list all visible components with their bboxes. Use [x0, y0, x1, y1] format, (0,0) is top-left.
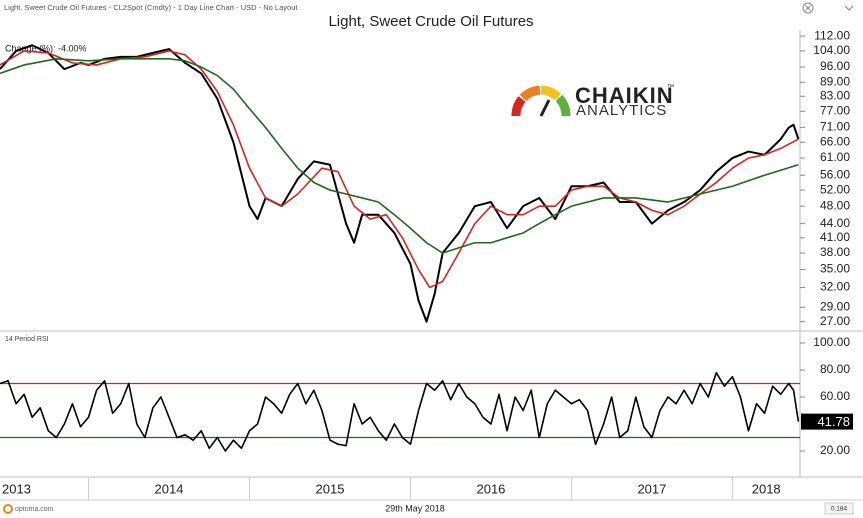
series-line	[0, 44, 800, 323]
y-tick-label: 77.00	[820, 103, 850, 117]
y-tick-label: 112.00	[814, 28, 850, 42]
y-tick-label: 61.00	[820, 150, 850, 164]
y-tick-label: 52.00	[820, 182, 850, 196]
panel-1: 100.00 80.00 60.00 20.00 41.78 2013 2014 2015 20…	[0, 335, 853, 500]
x-tick-label: 2016	[476, 481, 505, 496]
zoom-level: 0.184	[831, 506, 848, 513]
y-tick-label: 27.00	[820, 314, 850, 328]
logo-trademark: ™	[667, 84, 674, 91]
x-tick-label: 2013	[2, 481, 31, 496]
x-tick-label: 2018	[752, 481, 781, 496]
y-tick-label: 89.00	[820, 74, 850, 88]
current-value-box	[801, 413, 853, 430]
optuma-brand: optuma.com	[15, 506, 54, 513]
window-header: Light, Sweet Crude Oil Futures - CL2Spot…	[4, 3, 298, 12]
x-tick-label: 2017	[637, 481, 666, 496]
gauge-needle	[539, 99, 551, 117]
y-tick-label: 80.00	[820, 362, 850, 376]
y-tick-label: 29.00	[820, 299, 850, 313]
x-tick-label: 2014	[155, 481, 184, 496]
y-tick-label: 32.00	[820, 280, 850, 294]
gauge-yellow	[540, 85, 562, 101]
chaikin-logo: CHAIKIN ™ ANALYTICS	[511, 83, 674, 119]
y-tick-label: 48.00	[820, 198, 850, 212]
optuma-logo: optuma.com	[3, 504, 54, 514]
rsi-title: 14 Period RSI	[5, 336, 49, 343]
y-tick-label: 96.00	[820, 59, 850, 73]
y-tick-label: 38.00	[820, 245, 850, 259]
series-line	[0, 50, 799, 289]
y-tick-label: 35.00	[820, 262, 850, 276]
chart-title: Light, Sweet Crude Oil Futures	[328, 13, 533, 30]
zoom-box[interactable]	[824, 502, 854, 515]
y-tick-label: 56.00	[820, 167, 850, 181]
y-tick-label: 100.00	[813, 335, 850, 349]
series-line	[0, 371, 800, 452]
optuma-icon	[3, 504, 13, 514]
y-tick-label: 66.00	[820, 134, 850, 148]
current-value-label: 41.78	[817, 414, 850, 429]
y-tick-label: 44.00	[820, 216, 850, 230]
close-button[interactable]	[802, 2, 814, 14]
footer-date: 29th May 2018	[385, 503, 445, 513]
change-annotation: Change (%): -4.00%	[5, 43, 87, 53]
y-tick-label: 20.00	[820, 443, 850, 457]
gauge-orange	[519, 85, 541, 102]
x-tick-label: 2015	[316, 481, 345, 496]
series-group	[0, 44, 800, 323]
menu-chevron[interactable]	[844, 5, 854, 11]
y-tick-label: 71.00	[820, 120, 850, 134]
logo-name: CHAIKIN	[575, 83, 674, 108]
series-group	[0, 371, 800, 452]
gauge-green	[555, 94, 571, 117]
y-tick-label: 60.00	[820, 389, 850, 403]
logo-tagline: ANALYTICS	[576, 102, 667, 119]
y-tick-label: 83.00	[820, 88, 850, 102]
gauge-red	[511, 96, 526, 117]
y-tick-label: 41.00	[820, 230, 850, 244]
series-line	[0, 58, 799, 254]
y-tick-label: 104.00	[813, 43, 850, 57]
